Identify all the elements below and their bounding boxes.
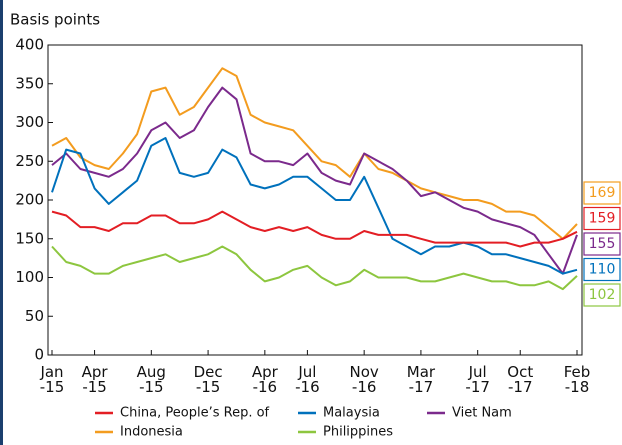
x-tick-label: Jul -17	[465, 363, 490, 396]
y-axis-title: Basis points	[10, 11, 100, 29]
end-label-box	[583, 206, 621, 231]
series-line	[51, 137, 578, 275]
x-tick-label: Jan -15	[39, 363, 65, 396]
legend-label: China, People’s Rep. of	[120, 406, 270, 421]
x-tick-label: Dec -15	[193, 363, 223, 396]
plot-frame	[47, 44, 583, 356]
x-tick-label: Aug -15	[136, 363, 166, 396]
series-line	[51, 67, 578, 240]
series-line	[51, 86, 578, 275]
y-tick-label: 200	[15, 191, 44, 209]
end-label-box	[583, 283, 621, 307]
y-tick-label: 300	[15, 113, 44, 131]
end-label: 169	[589, 185, 616, 201]
y-tick-label: 250	[15, 152, 44, 170]
y-tick-label: 400	[15, 36, 44, 54]
series-line	[51, 210, 578, 248]
end-label-box	[583, 181, 621, 205]
legend-label: Indonesia	[120, 425, 183, 440]
end-label-box	[583, 257, 621, 282]
end-label: 159	[589, 211, 616, 227]
y-tick-label: 0	[34, 346, 44, 364]
x-tick-label: Nov -16	[349, 363, 379, 396]
y-tick-label: 150	[15, 229, 44, 247]
legend-label: Viet Nam	[452, 406, 512, 421]
x-tick-label: Jul -16	[295, 363, 320, 396]
end-label: 110	[589, 262, 616, 278]
legend-label: Philippines	[323, 425, 393, 440]
legend-label: Malaysia	[323, 406, 380, 421]
y-tick-label: 350	[15, 74, 44, 92]
end-label-box	[583, 232, 621, 256]
x-tick-label: Oct -17	[507, 363, 534, 396]
x-tick-label: Apr -16	[251, 363, 278, 396]
series-line	[51, 245, 578, 291]
y-tick-label: 100	[15, 268, 44, 286]
x-tick-label: Apr -15	[81, 363, 108, 396]
end-label: 102	[589, 287, 616, 303]
x-tick-label: Feb -18	[563, 363, 591, 396]
end-label: 155	[589, 236, 616, 252]
page-border	[0, 0, 3, 445]
x-tick-label: Mar -17	[406, 363, 436, 396]
y-tick-label: 50	[25, 307, 44, 325]
